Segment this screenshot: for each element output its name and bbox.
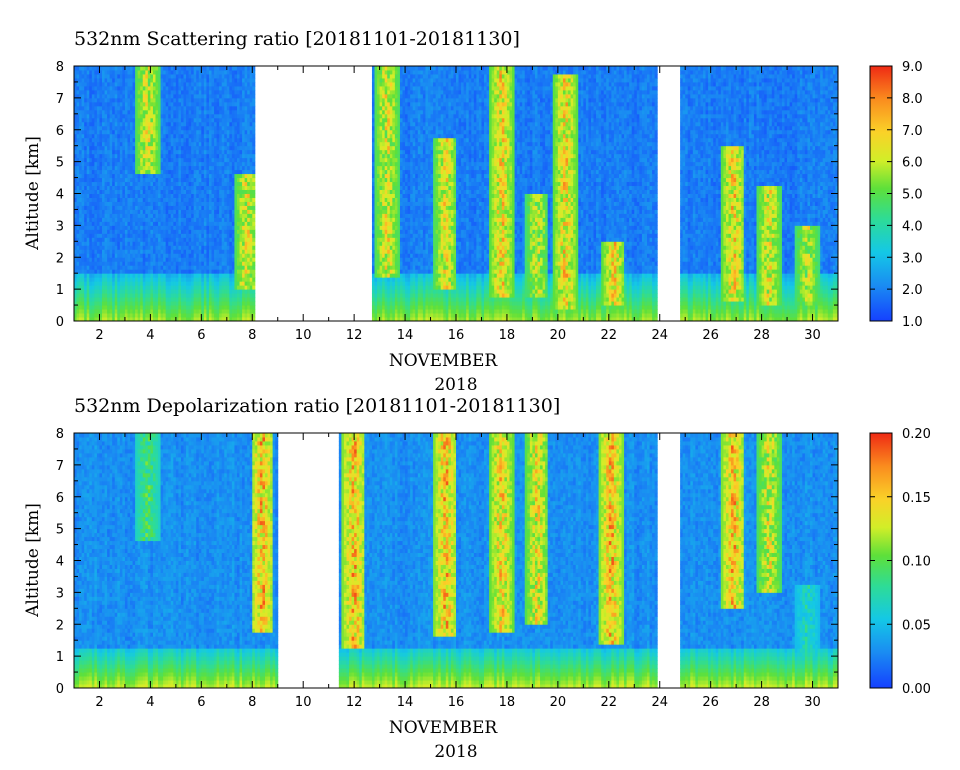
scattering-ratio-panel: 532nm Scattering ratio [20181101-2018113… bbox=[23, 28, 923, 395]
lidar-figure: 532nm Scattering ratio [20181101-2018113… bbox=[0, 0, 960, 770]
chart-title: 532nm Scattering ratio [20181101-2018113… bbox=[74, 28, 520, 50]
scattering-ratio-plot-area bbox=[74, 66, 839, 322]
